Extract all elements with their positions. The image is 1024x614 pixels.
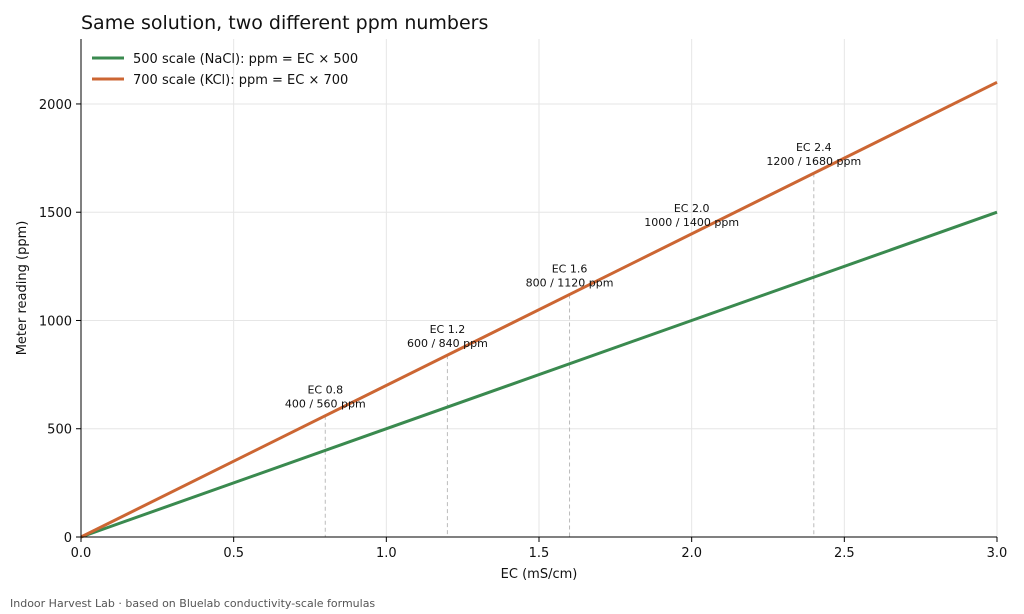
annotation-ppm: 600 / 840 ppm	[407, 337, 488, 350]
series-line	[80, 210, 998, 539]
series-line	[80, 80, 998, 539]
footer-note: Indoor Harvest Lab · based on Bluelab co…	[10, 597, 375, 610]
x-tick-label: 2.0	[681, 546, 702, 561]
ec-marker-lines	[324, 173, 815, 537]
x-axis-label: EC (mS/cm)	[501, 567, 578, 582]
axes: 0.0 0.5 1.0 1.5 2.0 2.5 3.0 0 500 1000 1500 2000	[39, 39, 1007, 561]
y-tick-label: 2000	[39, 98, 72, 113]
y-tick-label: 1500	[39, 206, 72, 221]
y-tick-label: 1000	[39, 314, 72, 329]
y-tick-label: 0	[64, 531, 72, 546]
x-tick-label: 2.5	[834, 546, 855, 561]
annotation-ec: EC 1.2	[430, 323, 466, 336]
annotation-ec: EC 0.8	[307, 384, 343, 397]
x-tick-label: 0.0	[71, 546, 92, 561]
x-tick-label: 1.0	[376, 546, 397, 561]
annotation-ec: EC 1.6	[552, 262, 588, 275]
annotation-ec: EC 2.0	[674, 202, 710, 215]
annotation-ppm: 400 / 560 ppm	[285, 398, 366, 411]
x-tick-label: 0.5	[223, 546, 244, 561]
legend: 500 scale (NaCl): ppm = EC × 500 700 scal…	[92, 52, 358, 88]
legend-label: 700 scale (KCl): ppm = EC × 700	[133, 73, 348, 88]
series-lines	[80, 80, 998, 539]
grid-lines	[80, 39, 998, 538]
x-tick-label: 3.0	[987, 546, 1008, 561]
chart-title: Same solution, two different ppm numbers	[81, 12, 488, 34]
legend-label: 500 scale (NaCl): ppm = EC × 500	[133, 52, 358, 67]
y-tick-label: 500	[47, 423, 72, 438]
annotation-ppm: 1200 / 1680 ppm	[766, 155, 861, 168]
annotation-ec: EC 2.4	[796, 141, 832, 154]
x-tick-label: 1.5	[529, 546, 550, 561]
y-axis-label: Meter reading (ppm)	[15, 221, 30, 356]
annotation-ppm: 800 / 1120 ppm	[526, 276, 614, 289]
annotation-ppm: 1000 / 1400 ppm	[644, 216, 739, 229]
